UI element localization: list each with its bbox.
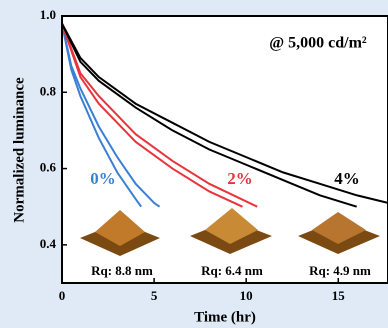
page: {"chart_data": {"type": "line", "annotat… — [0, 0, 388, 328]
y-tick-label: 0.4 — [40, 236, 57, 251]
curve-label: 2% — [227, 169, 253, 188]
chart: @ 5,000 cd/m² Time (hr) Normalized lumin… — [0, 0, 388, 328]
y-tick-label: 0.6 — [40, 160, 57, 175]
rq-label: Rq: 8.8 nm — [91, 263, 153, 278]
x-tick-label: 15 — [332, 288, 346, 303]
afm-images — [80, 208, 380, 256]
y-axis-label: Normalized luminance — [11, 77, 27, 223]
x-tick-label: 0 — [59, 288, 66, 303]
curve-label: 0% — [90, 169, 116, 188]
rq-label: Rq: 4.9 nm — [309, 263, 371, 278]
x-tick-label: 5 — [151, 288, 158, 303]
rq-label: Rq: 6.4 nm — [201, 263, 263, 278]
y-tick-label: 0.8 — [40, 83, 57, 98]
curve-label: 4% — [334, 169, 360, 188]
y-tick-label: 1.0 — [40, 7, 56, 22]
annotation: @ 5,000 cd/m² — [269, 35, 367, 52]
x-tick-label: 10 — [240, 288, 253, 303]
x-axis-label: Time (hr) — [194, 309, 256, 325]
